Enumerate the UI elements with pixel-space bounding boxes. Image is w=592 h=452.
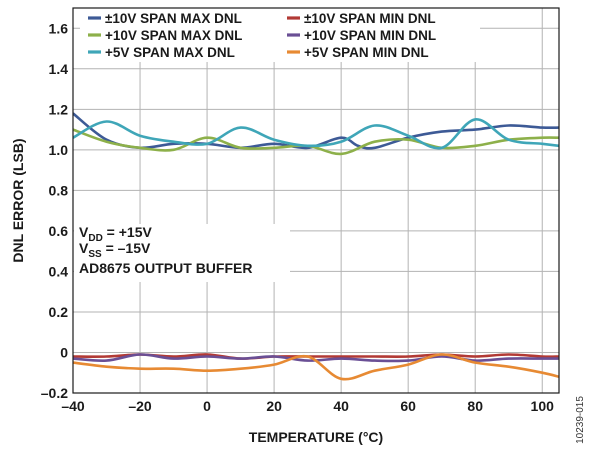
y-tick-labels: –0.2 0 0.2 0.4 0.6 0.8 1.0 1.2 1.4 1.6 (41, 20, 68, 401)
legend-label: +10V SPAN MIN DNL (304, 28, 436, 43)
legend-label: ±10V SPAN MIN DNL (304, 11, 436, 26)
x-tick-labels: –40 –20 0 20 40 60 80 100 (61, 398, 554, 414)
series-line-6 (73, 353, 559, 381)
series-line-3 (73, 128, 559, 156)
x-tick-label: 60 (400, 398, 416, 414)
y-tick-label: 0 (60, 344, 68, 360)
series-line-1 (73, 112, 559, 150)
x-tick-label: 100 (531, 398, 555, 414)
legend-label: +5V SPAN MAX DNL (105, 45, 235, 60)
y-tick-label: 0.8 (49, 182, 69, 198)
y-tick-label: 0.2 (49, 304, 69, 320)
y-tick-label: 1.4 (49, 61, 69, 77)
y-tick-label: 0.6 (49, 223, 69, 239)
x-tick-label: –40 (61, 398, 85, 414)
annotation-background (74, 224, 290, 282)
legend-label: +5V SPAN MIN DNL (304, 45, 429, 60)
annotation-line: VDD = +15V (79, 224, 153, 244)
x-tick-label: 40 (333, 398, 349, 414)
y-tick-label: 1.6 (49, 20, 69, 36)
legend: ±10V SPAN MAX DNL ±10V SPAN MIN DNL +10V S… (80, 8, 480, 62)
grid (72, 8, 559, 394)
series-line-5 (73, 118, 559, 150)
x-tick-label: –20 (128, 398, 152, 414)
y-tick-label: 1.2 (49, 101, 69, 117)
x-tick-label: 20 (266, 398, 282, 414)
y-tick-label: –0.2 (41, 385, 68, 401)
legend-background (80, 8, 480, 62)
x-tick-label: 80 (467, 398, 483, 414)
legend-label: +10V SPAN MAX DNL (105, 28, 242, 43)
y-axis-title: DNL ERROR (LSB) (10, 138, 26, 262)
legend-label: ±10V SPAN MAX DNL (105, 11, 242, 26)
plot-frame (72, 7, 560, 394)
y-tick-label: 1.0 (49, 142, 69, 158)
annotation-line: VSS = –15V (79, 240, 151, 260)
series-line-4 (73, 353, 559, 363)
x-tick-label: 0 (203, 398, 211, 414)
annotation-line: AD8675 OUTPUT BUFFER (79, 260, 252, 276)
x-axis-title: TEMPERATURE (°C) (249, 429, 383, 445)
figure-id: 10239-015 (575, 396, 586, 444)
series-layer (73, 112, 559, 381)
y-tick-label: 0.4 (49, 263, 69, 279)
